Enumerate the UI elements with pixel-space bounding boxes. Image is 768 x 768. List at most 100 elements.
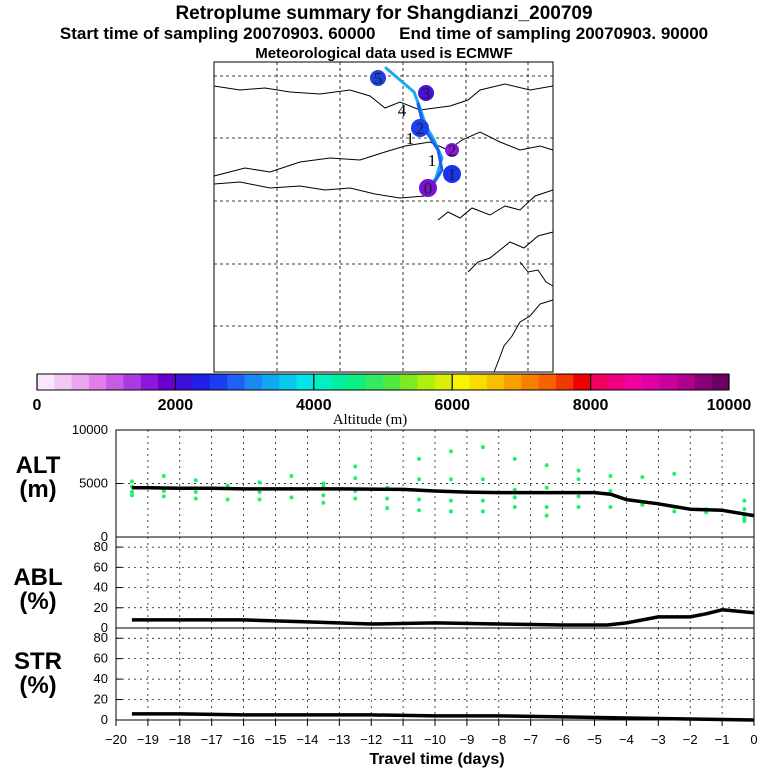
scatter-point <box>448 509 453 514</box>
colorbar-swatch <box>313 374 332 390</box>
y-tick-label: 80 <box>94 539 108 554</box>
x-axis-label: Travel time (days) <box>369 751 504 768</box>
colorbar-swatch <box>590 374 609 390</box>
trajectory-marker-label: 1 <box>448 165 457 184</box>
trajectory-marker-label: 1 <box>406 129 415 148</box>
scatter-point <box>385 496 390 501</box>
scatter-point <box>417 497 422 502</box>
colorbar-swatch <box>331 374 349 390</box>
x-tick-label: −6 <box>555 732 570 747</box>
end-time: End time of sampling 20070903. 90000 <box>399 24 709 43</box>
trajectory-marker-dot <box>411 119 429 137</box>
scatter-point <box>321 500 326 505</box>
scatter-point <box>544 505 549 510</box>
y-tick-label: 0 <box>101 712 108 727</box>
scatter-point <box>576 477 581 482</box>
str-label: STR <box>14 648 62 675</box>
colorbar-swatch <box>469 374 488 390</box>
alt-label: ALT <box>16 452 61 479</box>
scatter-point <box>321 493 326 498</box>
x-tick-label: −2 <box>683 732 698 747</box>
x-tick-label: −1 <box>715 732 730 747</box>
x-tick-label: −17 <box>201 732 223 747</box>
y-tick-label: 0 <box>101 529 108 544</box>
trajectory-marker-dot <box>419 179 437 197</box>
colorbar-tick-label: 4000 <box>296 397 332 414</box>
scatter-point <box>129 490 134 495</box>
colorbar-swatch <box>573 374 591 390</box>
scatter-point <box>353 496 358 501</box>
x-tick-label: −10 <box>424 732 446 747</box>
scatter-point <box>385 506 390 511</box>
colorbar-swatch <box>244 374 263 390</box>
trajectory-marker-label: 4 <box>398 101 407 120</box>
alt-series-line <box>131 486 755 518</box>
colorbar-swatch <box>71 374 90 390</box>
y-tick-label: 40 <box>94 580 108 595</box>
scatter-point <box>672 509 677 514</box>
abl-label: ABL <box>13 564 62 591</box>
trajectory-marker-dot <box>418 85 434 101</box>
alt-panel: ALT(m) 10000 5000 0 <box>16 422 755 544</box>
colorbar-swatch <box>88 374 107 390</box>
colorbar-swatch <box>521 374 540 390</box>
scatter-point <box>608 505 613 510</box>
colorbar-swatch <box>123 374 142 390</box>
colorbar-swatch <box>711 374 730 390</box>
colorbar-swatch <box>538 374 557 390</box>
scatter-point <box>448 477 453 482</box>
y-tick-label: 5000 <box>79 476 108 491</box>
colorbar-swatch <box>279 374 297 390</box>
colorbar-tick-label: 6000 <box>434 397 470 414</box>
scatter-point <box>193 490 198 495</box>
time-series-panels: ALT(m)1000050000ABL(%)806040200STR(%)806… <box>13 422 757 768</box>
colorbar-swatch <box>261 374 280 390</box>
scatter-point <box>512 456 517 461</box>
scatter-point <box>512 505 517 510</box>
colorbar-swatch <box>296 374 315 390</box>
scatter-point <box>608 488 613 493</box>
scatter-point <box>544 485 549 490</box>
scatter-point <box>193 478 198 483</box>
colorbar-swatch <box>400 374 418 390</box>
colorbar-swatch <box>452 374 470 390</box>
colorbar-swatch <box>434 374 453 390</box>
alt-unit: (m) <box>19 476 56 503</box>
colorbar-swatch <box>140 374 159 390</box>
scatter-point <box>193 496 198 501</box>
trajectory-marker-dot <box>370 70 386 86</box>
scatter-point <box>480 498 485 503</box>
x-tick-label: −9 <box>459 732 474 747</box>
scatter-point <box>544 513 549 518</box>
scatter-point <box>417 477 422 482</box>
x-tick-label: −16 <box>233 732 255 747</box>
scatter-point <box>321 481 326 486</box>
str-unit: (%) <box>19 672 56 699</box>
scatter-point <box>289 474 294 479</box>
colorbar-swatch <box>210 374 228 390</box>
colorbar-tick-label: 0 <box>33 397 42 414</box>
colorbar-swatch <box>486 374 505 390</box>
colorbar-swatch <box>417 374 436 390</box>
x-tick-label: −7 <box>523 732 538 747</box>
altitude-colorbar: 0 2000 4000 6000 8000 10000 <box>33 373 751 414</box>
x-tick-label: −11 <box>393 732 414 747</box>
chart-title: Retroplume summary for Shangdianzi_20070… <box>175 3 593 24</box>
scatter-point <box>742 507 747 512</box>
x-tick-label: −19 <box>137 732 159 747</box>
scatter-point <box>257 480 262 485</box>
colorbar-swatch <box>348 374 367 390</box>
colorbar-swatch <box>158 374 176 390</box>
y-tick-label: 10000 <box>72 422 108 437</box>
x-tick-label: −13 <box>328 732 350 747</box>
scatter-point <box>640 475 645 480</box>
y-tick-label: 60 <box>94 651 108 666</box>
colorbar-swatch <box>694 374 713 390</box>
scatter-point <box>480 509 485 514</box>
x-tick-label: −18 <box>169 732 191 747</box>
scatter-point <box>576 494 581 499</box>
x-tick-label: 0 <box>750 732 757 747</box>
coastlines <box>213 83 554 373</box>
